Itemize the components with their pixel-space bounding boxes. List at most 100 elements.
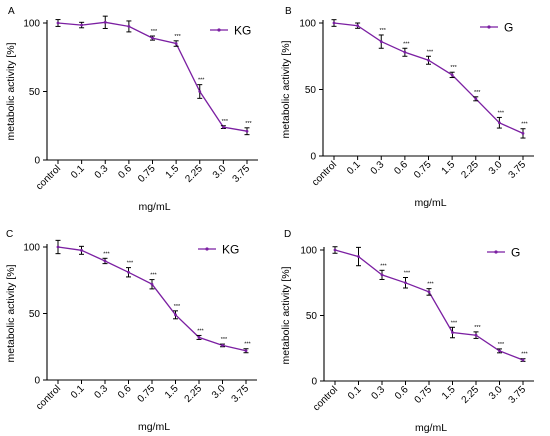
data-point — [497, 121, 501, 125]
data-point — [403, 50, 407, 54]
legend-label: KG — [234, 24, 251, 38]
x-tick-label: 1.5 — [440, 159, 458, 177]
x-tick-label: 3.0 — [487, 159, 505, 177]
data-point — [56, 21, 60, 25]
x-tick-label: 0.75 — [412, 159, 434, 181]
significance-label: *** — [474, 90, 481, 96]
significance-label: *** — [222, 119, 229, 125]
data-point — [103, 259, 107, 263]
x-tick-label: 1.5 — [440, 384, 458, 402]
legend-marker — [217, 28, 221, 32]
y-axis-title: metabolic activity [%] — [280, 40, 292, 138]
data-point — [521, 131, 525, 135]
data-point — [379, 40, 383, 44]
x-axis-title: mg/mL — [414, 197, 446, 209]
significance-label: *** — [427, 49, 434, 55]
y-tick-label: 100 — [23, 243, 40, 254]
x-axis-title: mg/mL — [415, 422, 447, 434]
significance-label: *** — [380, 28, 387, 34]
x-tick-label: 0.1 — [69, 163, 87, 181]
x-tick-label: 3.0 — [487, 384, 505, 402]
x-tick-label: 3.0 — [211, 163, 229, 181]
significance-label: *** — [451, 320, 458, 326]
x-tick-label: control — [311, 384, 340, 413]
data-point — [332, 21, 336, 25]
data-point — [356, 24, 360, 28]
significance-label: *** — [221, 337, 228, 343]
significance-label: *** — [427, 282, 434, 288]
significance-label: *** — [521, 122, 528, 128]
data-point — [357, 255, 360, 258]
chart-panel-a: A 0 50 100 control 0.1 0.3 0.6 0.75 1.5 2.25 3.0 3.7… — [5, 6, 258, 213]
x-tick-label: 0.6 — [393, 384, 411, 402]
x-tick-label: 0.6 — [392, 159, 410, 177]
data-point — [498, 349, 501, 353]
x-axis-title: mg/mL — [138, 201, 170, 213]
panel-letter: A — [8, 6, 15, 17]
data-point — [221, 344, 224, 347]
significance-label: *** — [103, 251, 110, 257]
chart-panel-d: D 0 50 100 control 0.1 0.3 0.6 0.75 1.5 2.25 3.0 3.7… — [280, 229, 534, 434]
x-tick-label: 0.75 — [136, 163, 158, 185]
data-point — [451, 331, 454, 334]
data-point — [103, 20, 107, 24]
x-tick-label: 2.25 — [183, 383, 205, 405]
significance-label: *** — [403, 41, 410, 47]
significance-label: *** — [150, 273, 157, 279]
y-tick-label: 100 — [300, 246, 317, 257]
y-axis-title: metabolic activity [%] — [5, 42, 17, 140]
x-tick-label: control — [34, 163, 63, 192]
x-tick-label: control — [310, 159, 339, 188]
data-point — [174, 313, 177, 317]
y-tick-label: 50 — [305, 85, 317, 96]
panel-letter: D — [284, 229, 291, 240]
x-tick-label: 0.3 — [370, 384, 388, 402]
data-point — [521, 358, 525, 362]
y-axis-title: metabolic activity [%] — [5, 264, 17, 362]
x-tick-label: 3.75 — [507, 384, 529, 406]
significance-label: *** — [151, 29, 158, 35]
significance-label: *** — [127, 261, 134, 267]
x-tick-label: 3.75 — [230, 383, 252, 405]
data-point — [150, 282, 154, 286]
y-tick-label: 50 — [306, 311, 318, 322]
data-point — [127, 270, 130, 274]
data-point — [427, 58, 430, 62]
x-tick-label: 1.5 — [163, 383, 181, 401]
data-point — [245, 129, 249, 133]
x-tick-label: 0.1 — [345, 159, 363, 177]
data-point — [380, 273, 384, 277]
significance-label: *** — [174, 304, 181, 310]
x-tick-label: 0.1 — [69, 383, 87, 401]
data-point — [427, 290, 431, 294]
data-point — [404, 281, 407, 285]
significance-label: *** — [450, 65, 457, 71]
significance-label: *** — [198, 78, 205, 84]
x-tick-label: 0.75 — [136, 383, 158, 405]
x-tick-label: 2.25 — [460, 384, 482, 406]
data-point — [56, 245, 60, 249]
data-point — [151, 36, 154, 40]
significance-label: *** — [380, 263, 387, 269]
panel-letter: C — [6, 229, 13, 240]
x-tick-label: 0.6 — [116, 383, 134, 401]
series-line — [334, 249, 524, 361]
x-tick-label: 3.75 — [231, 163, 253, 185]
data-point — [197, 336, 201, 339]
significance-label: *** — [404, 271, 411, 277]
data-point — [198, 90, 202, 93]
panel-letter: B — [285, 6, 292, 17]
y-axis-title: metabolic activity [%] — [280, 266, 292, 364]
legend-marker — [494, 250, 498, 254]
data-point — [80, 23, 84, 27]
x-tick-label: control — [34, 383, 63, 412]
y-tick-label: 0 — [34, 376, 40, 387]
x-tick-label: 0.6 — [116, 163, 134, 181]
legend-label: KG — [222, 243, 239, 257]
data-point — [127, 25, 131, 28]
y-tick-label: 0 — [310, 152, 316, 163]
y-tick-label: 0 — [311, 377, 317, 388]
chart-panel-c: C 0 50 100 control 0.1 0.3 0.6 0.75 1.5 2.25 3.0 3.7… — [5, 229, 257, 433]
data-point — [450, 73, 454, 77]
